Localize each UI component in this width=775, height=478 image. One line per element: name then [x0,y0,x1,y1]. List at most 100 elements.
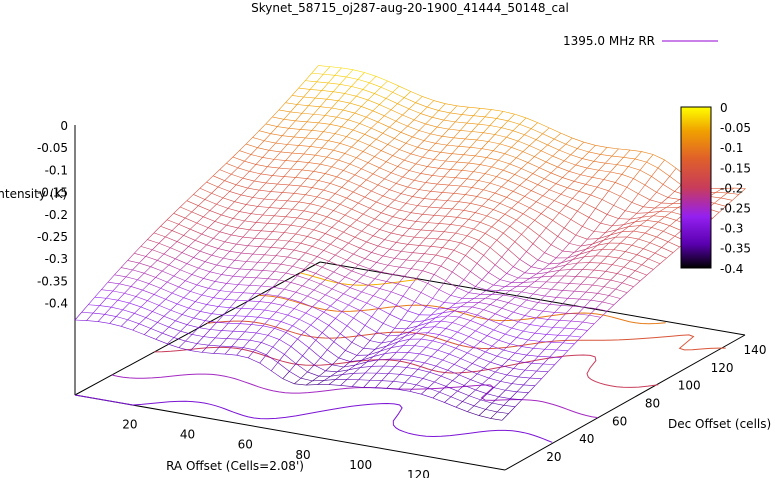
mesh-segment [470,379,483,385]
mesh-segment [455,225,463,234]
mesh-segment [481,199,489,207]
mesh-segment [272,339,280,348]
mesh-segment [335,248,343,256]
mesh-segment [516,213,524,221]
mesh-segment [527,281,535,287]
mesh-segment [382,189,390,197]
mesh-segment [523,384,536,387]
mesh-segment [404,382,417,386]
mesh-segment [410,147,418,155]
mesh-segment [312,306,324,313]
mesh-segment [404,212,412,220]
mesh-segment [264,302,272,311]
mesh-segment [422,326,435,328]
mesh-segment [625,210,637,214]
mesh-segment [277,362,290,372]
mesh-segment [289,363,297,372]
mesh-segment [412,130,420,138]
mesh-segment [557,160,565,168]
mesh-segment [191,211,204,218]
mesh-segment [384,172,392,180]
mesh-segment [656,236,669,243]
mesh-segment [400,186,408,194]
mesh-segment [287,249,295,258]
mesh-segment [282,128,290,136]
mesh-segment [326,341,335,350]
mesh-segment [674,230,682,237]
mesh-segment [634,216,642,223]
mesh-segment [422,96,434,101]
mesh-segment [468,155,476,164]
mesh-segment [213,238,225,243]
mesh-segment [420,332,428,340]
mesh-segment [124,286,132,294]
mesh-segment [238,284,250,286]
mesh-segment [361,356,374,361]
mesh-segment [211,248,219,256]
mesh-segment [544,348,557,351]
mesh-segment [480,215,488,223]
mesh-segment [176,235,184,242]
mesh-segment [124,292,137,297]
mesh-segment [431,110,439,118]
mesh-segment [437,307,450,310]
mesh-segment [334,75,347,78]
mesh-segment [175,314,183,322]
mesh-segment [517,202,530,208]
mesh-segment [621,276,629,284]
mesh-segment [488,371,496,379]
mesh-segment [606,147,619,150]
mesh-segment [495,313,507,319]
mesh-segment [509,286,517,291]
mesh-segment [321,266,334,273]
mesh-segment [545,220,553,229]
mesh-segment [644,176,652,186]
mesh-segment [569,283,581,285]
mesh-segment [162,270,174,277]
ra-tick-label: 20 [122,418,137,432]
mesh-segment [201,294,214,298]
mesh-segment [289,291,297,299]
mesh-segment [226,276,234,284]
mesh-segment [153,226,161,234]
mesh-segment [364,196,377,203]
mesh-segment [409,333,417,340]
mesh-segment [336,237,349,244]
mesh-segment [514,113,527,119]
mesh-segment [279,167,291,170]
mesh-segment [305,194,318,198]
mesh-segment [513,368,526,371]
mesh-segment [394,251,402,259]
mesh-segment [355,298,367,304]
mesh-segment [486,284,494,291]
mesh-segment [325,294,338,301]
mesh-segment [185,334,193,342]
mesh-segment [257,261,270,264]
mesh-segment [486,150,494,158]
mesh-segment [440,200,448,209]
mesh-segment [417,322,430,327]
mesh-segment [397,166,410,171]
mesh-segment [554,312,567,314]
mesh-segment [576,328,588,331]
mesh-segment [486,335,499,341]
mesh-segment [414,229,422,238]
mesh-segment [447,257,460,264]
mesh-segment [432,298,445,303]
mesh-segment [628,221,636,227]
mesh-segment [201,288,209,296]
mesh-segment [471,180,479,188]
mesh-segment [547,312,555,320]
mesh-segment [361,291,374,297]
mesh-segment [366,295,374,304]
mesh-segment [466,178,479,181]
mesh-segment [325,370,338,373]
mesh-segment [504,327,512,335]
mesh-segment [282,371,290,379]
mesh-segment [447,200,459,202]
mesh-segment [268,142,276,151]
mesh-segment [582,315,590,323]
mesh-segment [579,291,587,300]
mesh-segment [219,163,227,170]
mesh-segment [280,256,288,265]
